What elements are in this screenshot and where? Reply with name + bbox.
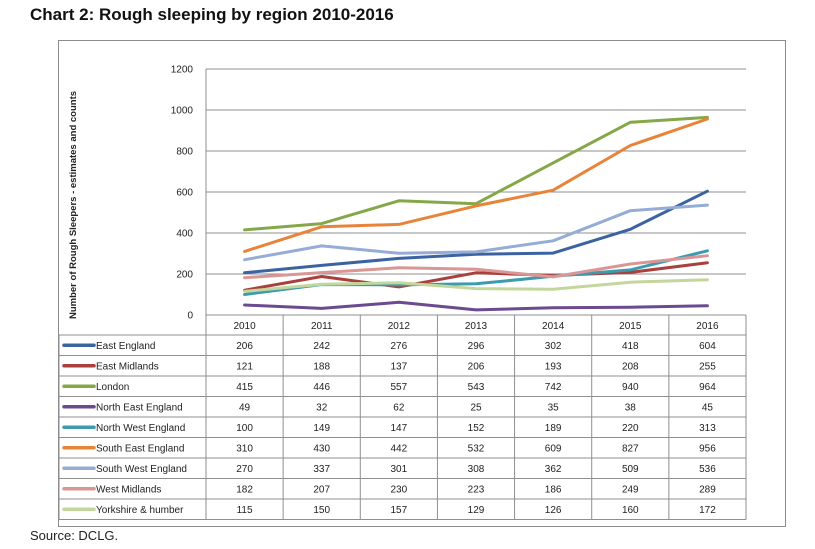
- data-label: 956: [699, 443, 716, 454]
- data-label: 276: [391, 341, 408, 352]
- x-tick-label: 2015: [619, 321, 642, 332]
- data-label: 157: [391, 505, 408, 516]
- series-line: [243, 117, 709, 253]
- data-label: 188: [313, 361, 330, 372]
- data-label: 62: [393, 402, 405, 413]
- x-tick-label: 2011: [311, 321, 333, 332]
- legend-entry: East Midlands: [96, 361, 159, 372]
- series-line: [243, 300, 709, 312]
- data-label: 152: [468, 423, 485, 434]
- data-label: 45: [702, 402, 714, 413]
- data-label: 310: [236, 443, 253, 454]
- data-label: 289: [699, 484, 716, 495]
- data-label: 609: [545, 443, 562, 454]
- data-label: 415: [236, 382, 253, 393]
- y-tick-label: 800: [176, 147, 193, 158]
- data-label: 964: [699, 382, 716, 393]
- x-tick-label: 2010: [233, 321, 256, 332]
- y-tick-label: 1000: [171, 106, 194, 117]
- x-tick-label: 2013: [465, 321, 488, 332]
- legend-entry: South East England: [96, 443, 184, 454]
- x-tick-label: 2012: [388, 321, 411, 332]
- data-label: 223: [468, 484, 485, 495]
- source-note: Source: DCLG.: [30, 528, 119, 543]
- data-label: 137: [391, 361, 408, 372]
- data-label: 301: [391, 464, 408, 475]
- legend-entry: North West England: [96, 423, 185, 434]
- data-label: 442: [391, 443, 408, 454]
- data-label: 207: [313, 484, 330, 495]
- data-label: 35: [548, 402, 560, 413]
- data-label: 129: [468, 505, 485, 516]
- y-tick-label: 200: [176, 270, 193, 281]
- chart-frame: 0 200 400 600 800 1000 1200 Number of Rough Sl…: [58, 40, 786, 527]
- y-tick-label: 600: [176, 188, 193, 199]
- data-label: 296: [468, 341, 485, 352]
- series-line: [243, 261, 709, 292]
- data-label: 160: [622, 505, 639, 516]
- data-label: 230: [391, 484, 408, 495]
- data-label: 418: [622, 341, 639, 352]
- data-label: 150: [313, 505, 330, 516]
- line-chart: 0 200 400 600 800 1000 1200 Number of Rough Sl…: [59, 65, 747, 520]
- legend-entry: North East England: [96, 402, 183, 413]
- data-label: 249: [622, 484, 639, 495]
- data-label: 308: [468, 464, 485, 475]
- data-label: 302: [545, 341, 562, 352]
- data-label: 121: [236, 361, 253, 372]
- y-tick-label: 400: [176, 229, 193, 240]
- data-label: 827: [622, 443, 639, 454]
- legend-entry: Yorkshire & humber: [96, 505, 184, 516]
- data-label: 536: [699, 464, 716, 475]
- data-label: 270: [236, 464, 253, 475]
- data-label: 362: [545, 464, 562, 475]
- series-line: [243, 278, 709, 293]
- data-label: 182: [236, 484, 253, 495]
- data-label: 532: [468, 443, 485, 454]
- series-line: [243, 203, 709, 262]
- data-label: 543: [468, 382, 485, 393]
- series-line: [243, 115, 709, 232]
- legend-entry: London: [96, 382, 129, 393]
- data-label: 193: [545, 361, 562, 372]
- data-label: 186: [545, 484, 562, 495]
- data-label: 206: [468, 361, 485, 372]
- data-label: 115: [237, 505, 253, 516]
- data-label: 206: [236, 341, 253, 352]
- data-label: 255: [699, 361, 716, 372]
- data-label: 32: [316, 402, 328, 413]
- legend-entry: East England: [96, 341, 156, 352]
- data-label: 337: [313, 464, 330, 475]
- data-label: 25: [470, 402, 482, 413]
- series-line: [243, 254, 709, 280]
- data-label: 220: [622, 423, 639, 434]
- data-label: 446: [313, 382, 330, 393]
- y-axis-label: Number of Rough Sleepers - estimates and…: [68, 91, 79, 319]
- data-label: 742: [545, 382, 562, 393]
- data-label: 149: [313, 423, 330, 434]
- series-line: [243, 189, 709, 275]
- legend-entry: South West England: [96, 464, 187, 475]
- chart-title: Chart 2: Rough sleeping by region 2010-2…: [30, 5, 394, 24]
- legend-entry: West Midlands: [96, 484, 161, 495]
- x-tick-label: 2014: [542, 321, 565, 332]
- data-label: 208: [622, 361, 639, 372]
- y-tick-label: 0: [187, 311, 193, 322]
- data-label: 242: [313, 341, 330, 352]
- x-tick-label: 2016: [696, 321, 719, 332]
- data-label: 430: [313, 443, 330, 454]
- data-label: 49: [239, 402, 251, 413]
- data-label: 38: [625, 402, 637, 413]
- data-label: 557: [391, 382, 408, 393]
- data-label: 100: [236, 423, 253, 434]
- data-label: 172: [699, 505, 716, 516]
- data-label: 604: [699, 341, 716, 352]
- data-label: 126: [545, 505, 562, 516]
- data-label: 189: [545, 423, 562, 434]
- y-tick-label: 1200: [171, 65, 194, 76]
- data-label: 313: [699, 423, 716, 434]
- data-label: 509: [622, 464, 639, 475]
- data-label: 940: [622, 382, 639, 393]
- data-label: 147: [391, 423, 408, 434]
